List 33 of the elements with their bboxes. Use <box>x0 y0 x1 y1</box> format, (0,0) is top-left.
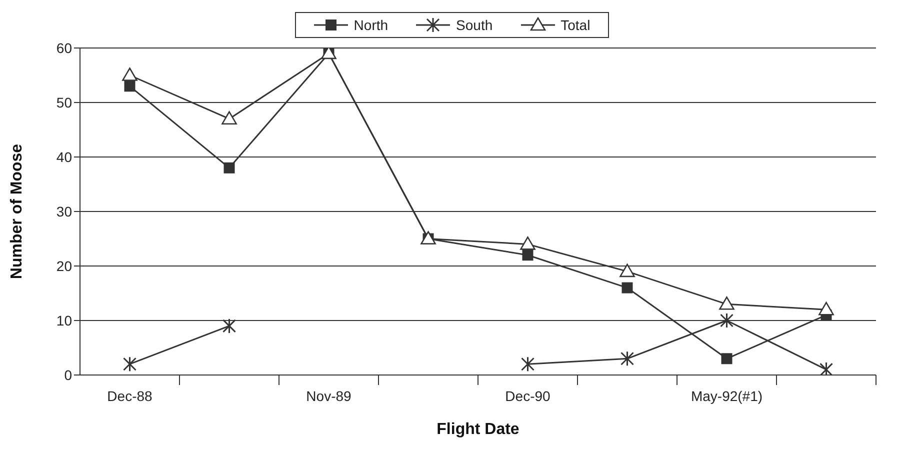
y-tick-label: 50 <box>56 94 72 110</box>
point <box>820 362 833 375</box>
point <box>520 236 536 250</box>
y-axis-title: Number of Moose <box>8 144 26 280</box>
y-tick-label: 30 <box>56 203 72 220</box>
point <box>222 111 237 124</box>
point <box>721 353 732 364</box>
y-tick-label: 60 <box>56 40 72 56</box>
legend-label: South <box>456 17 493 33</box>
point <box>522 250 534 261</box>
y-tick-label: 0 <box>64 366 72 383</box>
legend-label: Total <box>560 17 590 33</box>
y-tick-label: 20 <box>56 258 72 274</box>
x-tick-label: Dec-90 <box>505 388 551 404</box>
point <box>521 356 534 372</box>
point <box>122 68 138 81</box>
y-tick-label: 40 <box>56 148 72 165</box>
x-tick-label: Dec-88 <box>107 388 153 404</box>
point <box>818 302 834 316</box>
x-tick-label: May-92(#1) <box>690 388 763 404</box>
x-tick-label: Nov-89 <box>306 388 352 404</box>
point <box>620 264 635 278</box>
point <box>719 296 734 310</box>
point <box>620 350 634 366</box>
point <box>222 318 236 334</box>
legend-label: North <box>354 17 388 33</box>
y-tick-label: 10 <box>56 312 72 328</box>
x-axis-title: Flight Date <box>436 421 520 439</box>
point <box>224 162 235 174</box>
point <box>720 312 734 328</box>
point <box>124 80 136 92</box>
point <box>622 282 633 294</box>
point <box>123 356 136 372</box>
